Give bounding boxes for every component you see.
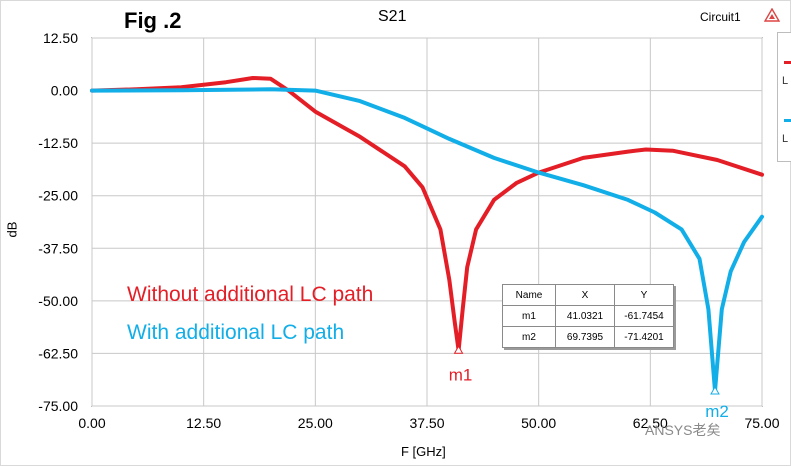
table-row: m2 69.7395 -71.4201	[502, 326, 674, 348]
legend-swatch-blue	[784, 119, 791, 122]
x-tick-labels: 0.00 12.50 25.00 37.50 50.00 62.50 75.00	[78, 415, 779, 431]
y-tick-labels: 12.50 0.00 -12.50 -25.00 -37.50 -50.00 -62.50 -…	[38, 30, 78, 414]
x-tick-label: 12.50	[186, 415, 221, 431]
x-tick-label: 0.00	[78, 415, 105, 431]
series-line-1	[90, 76, 764, 353]
y-tick-label: 12.50	[43, 30, 78, 46]
series-label-with-lc: With additional LC path	[127, 321, 345, 344]
x-tick-label: 62.50	[633, 415, 668, 431]
marker-m2-icon	[710, 385, 720, 395]
y-tick-label: -25.00	[38, 188, 78, 204]
x-tick-label: 50.00	[521, 415, 556, 431]
x-tick-label: 25.00	[298, 415, 333, 431]
ansys-logo-icon	[764, 8, 780, 22]
legend-panel[interactable]: L L	[777, 32, 791, 162]
grid-lines	[91, 37, 763, 407]
y-tick-label: -75.00	[38, 398, 78, 414]
marker-x-cell: 41.0321	[555, 305, 615, 327]
legend-entry-1-text: L	[782, 75, 789, 87]
marker-table-header: Name X Y	[502, 284, 674, 306]
marker-m2-label: m2	[705, 402, 729, 421]
circuit-label: Circuit1	[700, 10, 741, 24]
y-tick-label: 0.00	[51, 83, 78, 99]
y-tick-label: -37.50	[38, 240, 78, 256]
table-row: m1 41.0321 -61.7454	[502, 305, 674, 327]
y-axis-label: dB	[4, 221, 20, 238]
marker-m1-label: m1	[449, 365, 473, 384]
series-label-without-lc: Without additional LC path	[127, 283, 374, 306]
figure-label: Fig .2	[124, 8, 182, 33]
legend-entry-2-text: L	[782, 133, 789, 145]
marker-name-cell: m2	[502, 326, 556, 348]
marker-name-cell: m1	[502, 305, 556, 327]
y-tick-label: -62.50	[38, 345, 78, 361]
y-tick-label: -12.50	[38, 135, 78, 151]
y-tick-label: -50.00	[38, 293, 78, 309]
marker-m1-icon	[453, 345, 464, 354]
header-x: X	[555, 284, 615, 306]
plot-title: S21	[378, 8, 407, 25]
marker-y-cell: -71.4201	[614, 326, 674, 348]
header-name: Name	[502, 284, 556, 306]
header-y: Y	[614, 284, 674, 306]
marker-x-cell: 69.7395	[555, 326, 615, 348]
x-tick-label: 37.50	[409, 415, 444, 431]
marker-y-cell: -61.7454	[614, 305, 674, 327]
series-lines	[90, 76, 764, 393]
x-axis-label: F [GHz]	[401, 444, 446, 459]
watermark: ANSYS老矣	[645, 422, 721, 438]
x-tick-label: 75.00	[744, 415, 779, 431]
marker-points: m1 m2	[449, 345, 729, 421]
marker-table[interactable]: Name X Y m1 41.0321 -61.7454 m2 69.7395 …	[502, 284, 674, 348]
series-line-2	[90, 87, 764, 393]
legend-swatch-red	[784, 61, 791, 64]
